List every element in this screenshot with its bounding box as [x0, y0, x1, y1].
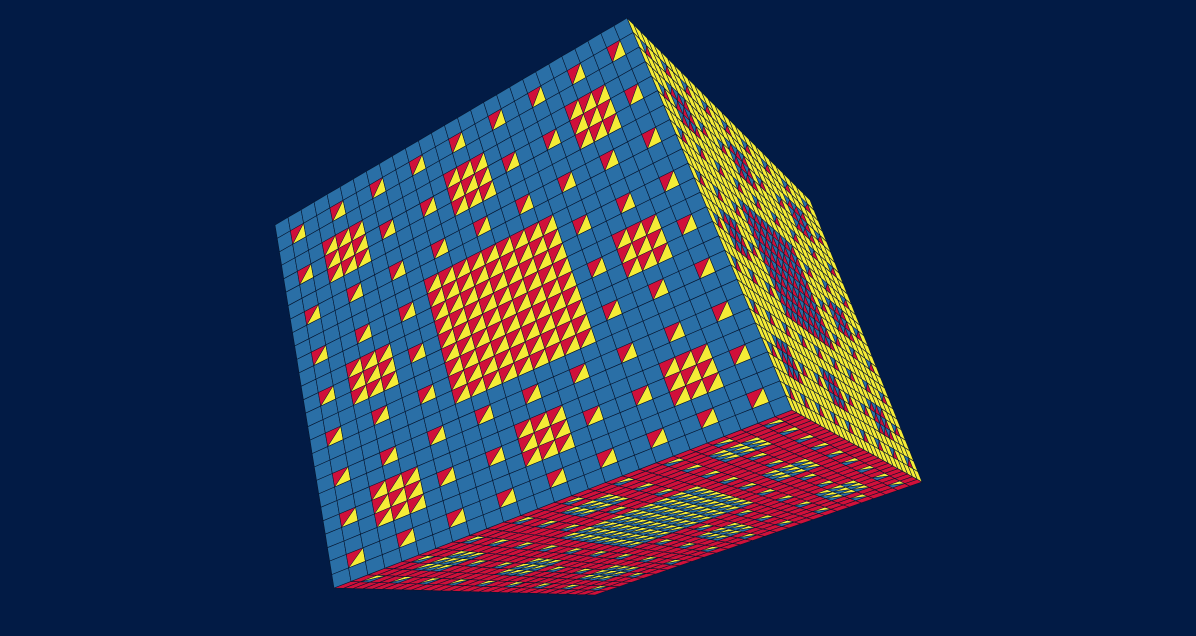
right-face-cell [912, 467, 923, 483]
front-face-cell [768, 395, 793, 417]
bottom-face [333, 409, 923, 596]
front-face [274, 17, 793, 589]
right-face [626, 17, 923, 483]
